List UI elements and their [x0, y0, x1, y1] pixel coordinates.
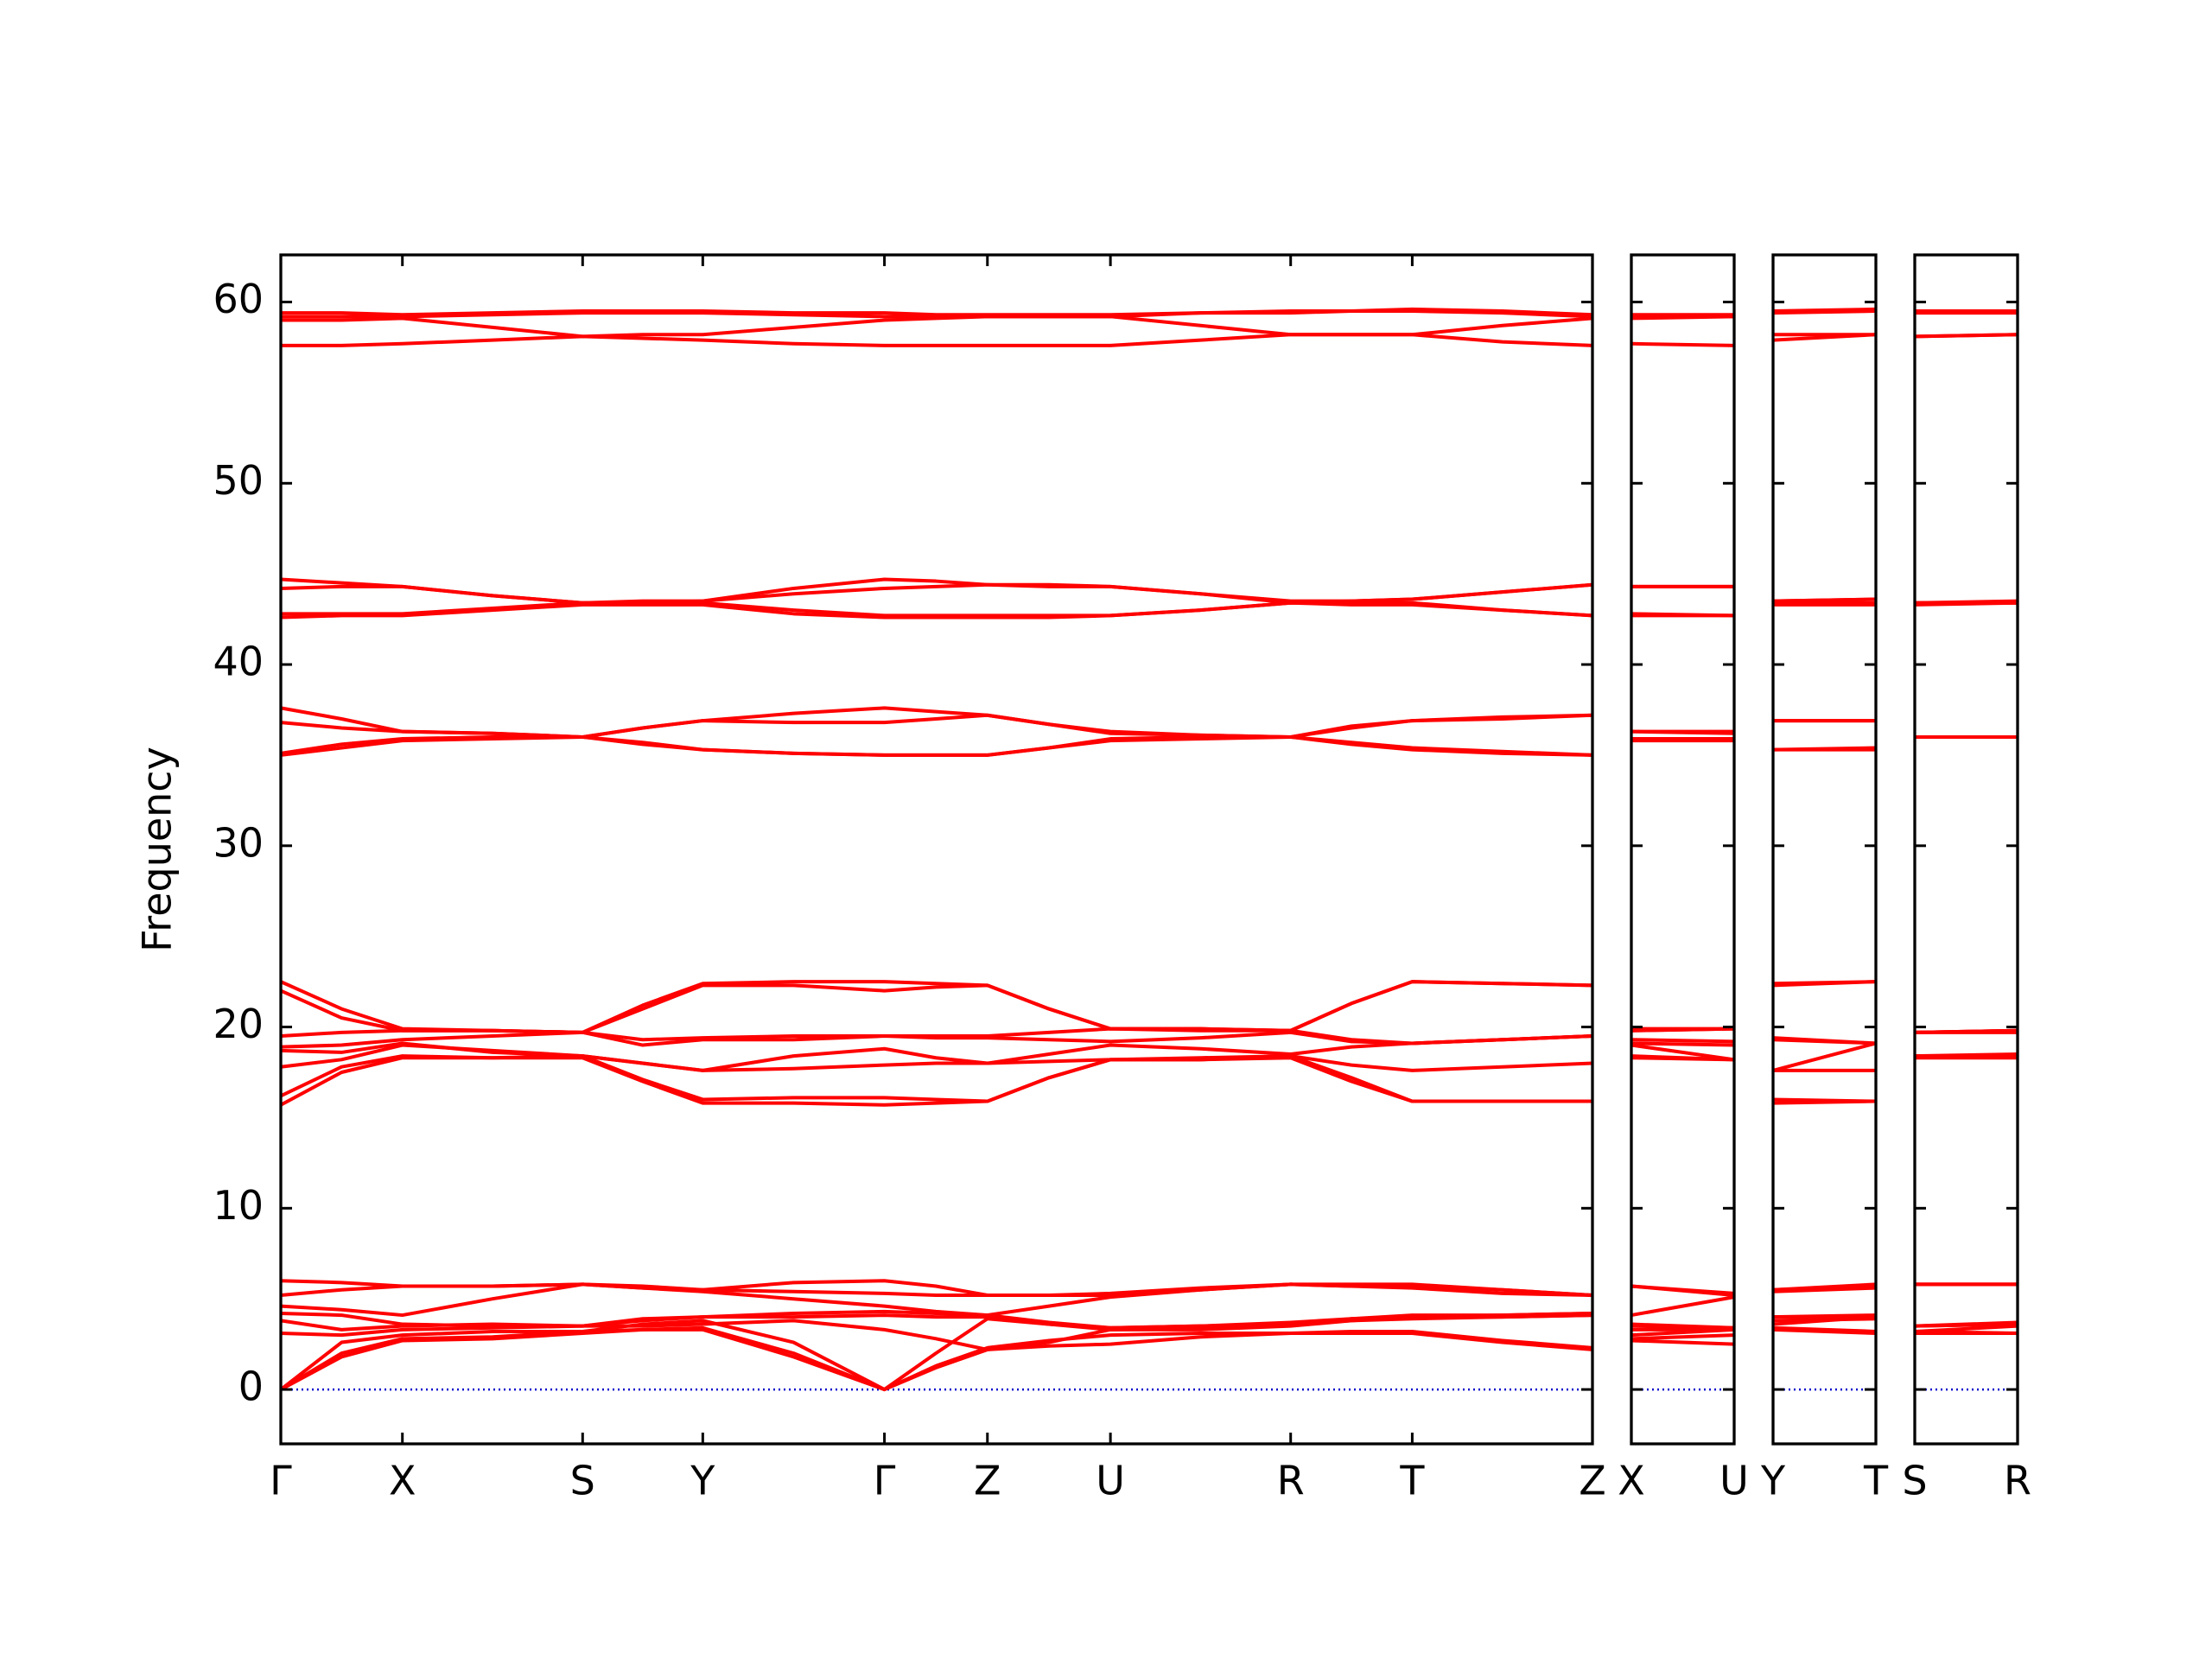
band-line [1630, 341, 1735, 347]
y-tick-label: 60 [213, 276, 264, 322]
band-line [280, 734, 1593, 757]
band-line [1630, 1043, 1735, 1062]
x-tick-label: Γ [270, 1458, 292, 1504]
band-line [1630, 1333, 1735, 1341]
x-tick-label: Y [1760, 1458, 1786, 1504]
x-tick-label: X [1618, 1458, 1645, 1504]
plot-frame [1913, 253, 2019, 1446]
band-line [280, 577, 1593, 605]
band-line [280, 601, 1593, 620]
band-line [280, 1030, 1593, 1049]
x-tick-label: T [1399, 1458, 1425, 1504]
x-tick-label: U [1719, 1458, 1749, 1504]
x-tick-label: Z [1579, 1458, 1606, 1504]
band-line [1772, 980, 1877, 986]
y-axis-label: Frequency [134, 747, 181, 952]
band-line [280, 1054, 1592, 1103]
x-tick-label: R [1277, 1458, 1305, 1504]
band-line [1914, 1320, 2018, 1328]
band-line [1630, 1295, 1735, 1318]
y-tick-label: 40 [213, 639, 264, 685]
band-line [281, 307, 1593, 317]
band-line [1772, 1286, 1877, 1294]
band-line [280, 1034, 1593, 1072]
plot-frame [1630, 253, 1736, 1446]
band-line [280, 706, 1593, 739]
band-line [1772, 1036, 1877, 1046]
band-line [280, 980, 1593, 1034]
band-line [1630, 1338, 1735, 1346]
band-line [280, 1282, 1593, 1318]
y-tick-label: 10 [213, 1182, 264, 1229]
band-line [1914, 1028, 2018, 1034]
band-line [1630, 1038, 1735, 1044]
band-line [1914, 1324, 2018, 1333]
band-line [1630, 1054, 1735, 1062]
band-line [1630, 1322, 1735, 1330]
plot-frame [1771, 253, 1878, 1446]
y-tick-label: 20 [213, 1001, 264, 1047]
x-tick-label: Y [690, 1458, 715, 1504]
band-line [1772, 307, 1877, 314]
band-line [1630, 1284, 1735, 1295]
x-tick-label: Γ [874, 1458, 896, 1504]
band-line [1772, 1282, 1877, 1292]
band-line [1772, 1041, 1877, 1072]
x-tick-label: T [1863, 1458, 1889, 1504]
y-tick-label: 30 [213, 819, 264, 866]
x-tick-label: X [389, 1458, 416, 1504]
band-line [1772, 309, 1877, 315]
x-tick-label: R [2004, 1458, 2031, 1504]
band-line [1914, 599, 2018, 605]
y-tick-label: 0 [238, 1363, 264, 1410]
band-line [1772, 1327, 1877, 1336]
band-line [1630, 612, 1735, 618]
band-line [1914, 333, 2018, 339]
band-line [1772, 1097, 1877, 1103]
band-line [281, 601, 1593, 618]
band-line [281, 315, 1593, 339]
band-line [1772, 1313, 1877, 1319]
band-line [280, 1309, 1593, 1330]
band-line [1630, 1041, 1735, 1047]
band-line [280, 1043, 1593, 1072]
plot-frame [279, 253, 1594, 1446]
x-tick-label: S [570, 1458, 595, 1504]
band-line [279, 1325, 1593, 1392]
x-tick-label: S [1902, 1458, 1927, 1504]
band-line [280, 1279, 1593, 1297]
band-line [1914, 1052, 2018, 1058]
y-tick-label: 50 [213, 457, 264, 504]
band-line [1772, 597, 1877, 603]
x-tick-label: Z [974, 1458, 1001, 1504]
band-line [280, 1311, 1593, 1332]
band-line [1772, 1325, 1877, 1333]
band-line [1772, 746, 1877, 752]
x-tick-label: U [1096, 1458, 1125, 1504]
